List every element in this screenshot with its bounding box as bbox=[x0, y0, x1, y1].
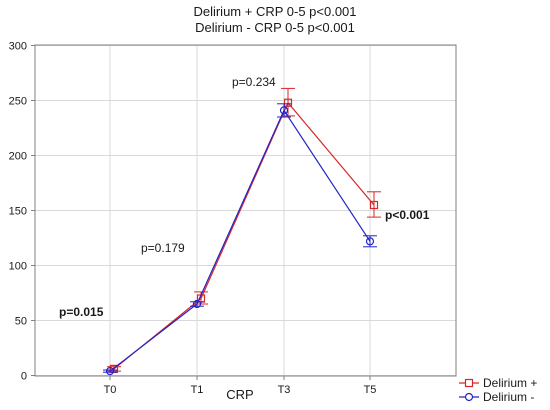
x-tick-label: T3 bbox=[278, 384, 291, 396]
series-line bbox=[113, 101, 375, 370]
plot-frame bbox=[34, 44, 457, 377]
data-point bbox=[369, 200, 379, 210]
p-value-annotation: p=0.179 bbox=[141, 241, 185, 255]
legend-marker bbox=[464, 378, 474, 388]
series-delirium-minus bbox=[103, 103, 377, 376]
x-tick-label: T5 bbox=[364, 384, 377, 396]
x-tick-label: T1 bbox=[191, 384, 204, 396]
series-delirium-plus bbox=[107, 87, 381, 373]
y-tick-label: 250 bbox=[9, 96, 27, 108]
legend-label: Delirium + bbox=[483, 376, 537, 390]
data-point bbox=[105, 367, 115, 376]
legend-label: Delirium - bbox=[483, 390, 534, 404]
chart-title-line2: Delirium - CRP 0-5 p<0.001 bbox=[195, 20, 355, 35]
y-tick-label: 300 bbox=[9, 41, 27, 53]
data-point bbox=[283, 98, 293, 107]
p-value-annotation: p=0.015 bbox=[59, 305, 104, 319]
y-tick-label: 150 bbox=[9, 206, 27, 218]
x-axis-ticks: T0 T1 T3 T5 bbox=[104, 376, 377, 396]
legend-item: Delirium + bbox=[459, 376, 537, 390]
legend-marker bbox=[464, 392, 474, 402]
data-point bbox=[365, 237, 375, 246]
x-axis-label: CRP bbox=[226, 387, 253, 402]
chart-title-line1: Delirium + CRP 0-5 p<0.001 bbox=[193, 4, 356, 19]
x-tick-label: T0 bbox=[104, 384, 117, 396]
y-axis-ticks: 0 50 100 150 200 250 300 bbox=[9, 41, 35, 383]
y-tick-label: 50 bbox=[15, 316, 27, 328]
y-tick-label: 100 bbox=[9, 261, 27, 273]
series-layer bbox=[103, 87, 381, 376]
y-tick-label: 0 bbox=[21, 371, 27, 383]
data-point bbox=[279, 106, 289, 115]
legend-item: Delirium - bbox=[459, 390, 534, 404]
p-value-annotation: p<0.001 bbox=[385, 208, 430, 222]
data-point bbox=[192, 299, 202, 309]
series-line bbox=[109, 109, 371, 372]
y-tick-label: 200 bbox=[9, 151, 27, 163]
annotations: p=0.015 p=0.179 p=0.234 p<0.001 bbox=[59, 75, 430, 319]
p-value-annotation: p=0.234 bbox=[232, 75, 276, 89]
legend: Delirium +Delirium - bbox=[459, 376, 537, 404]
